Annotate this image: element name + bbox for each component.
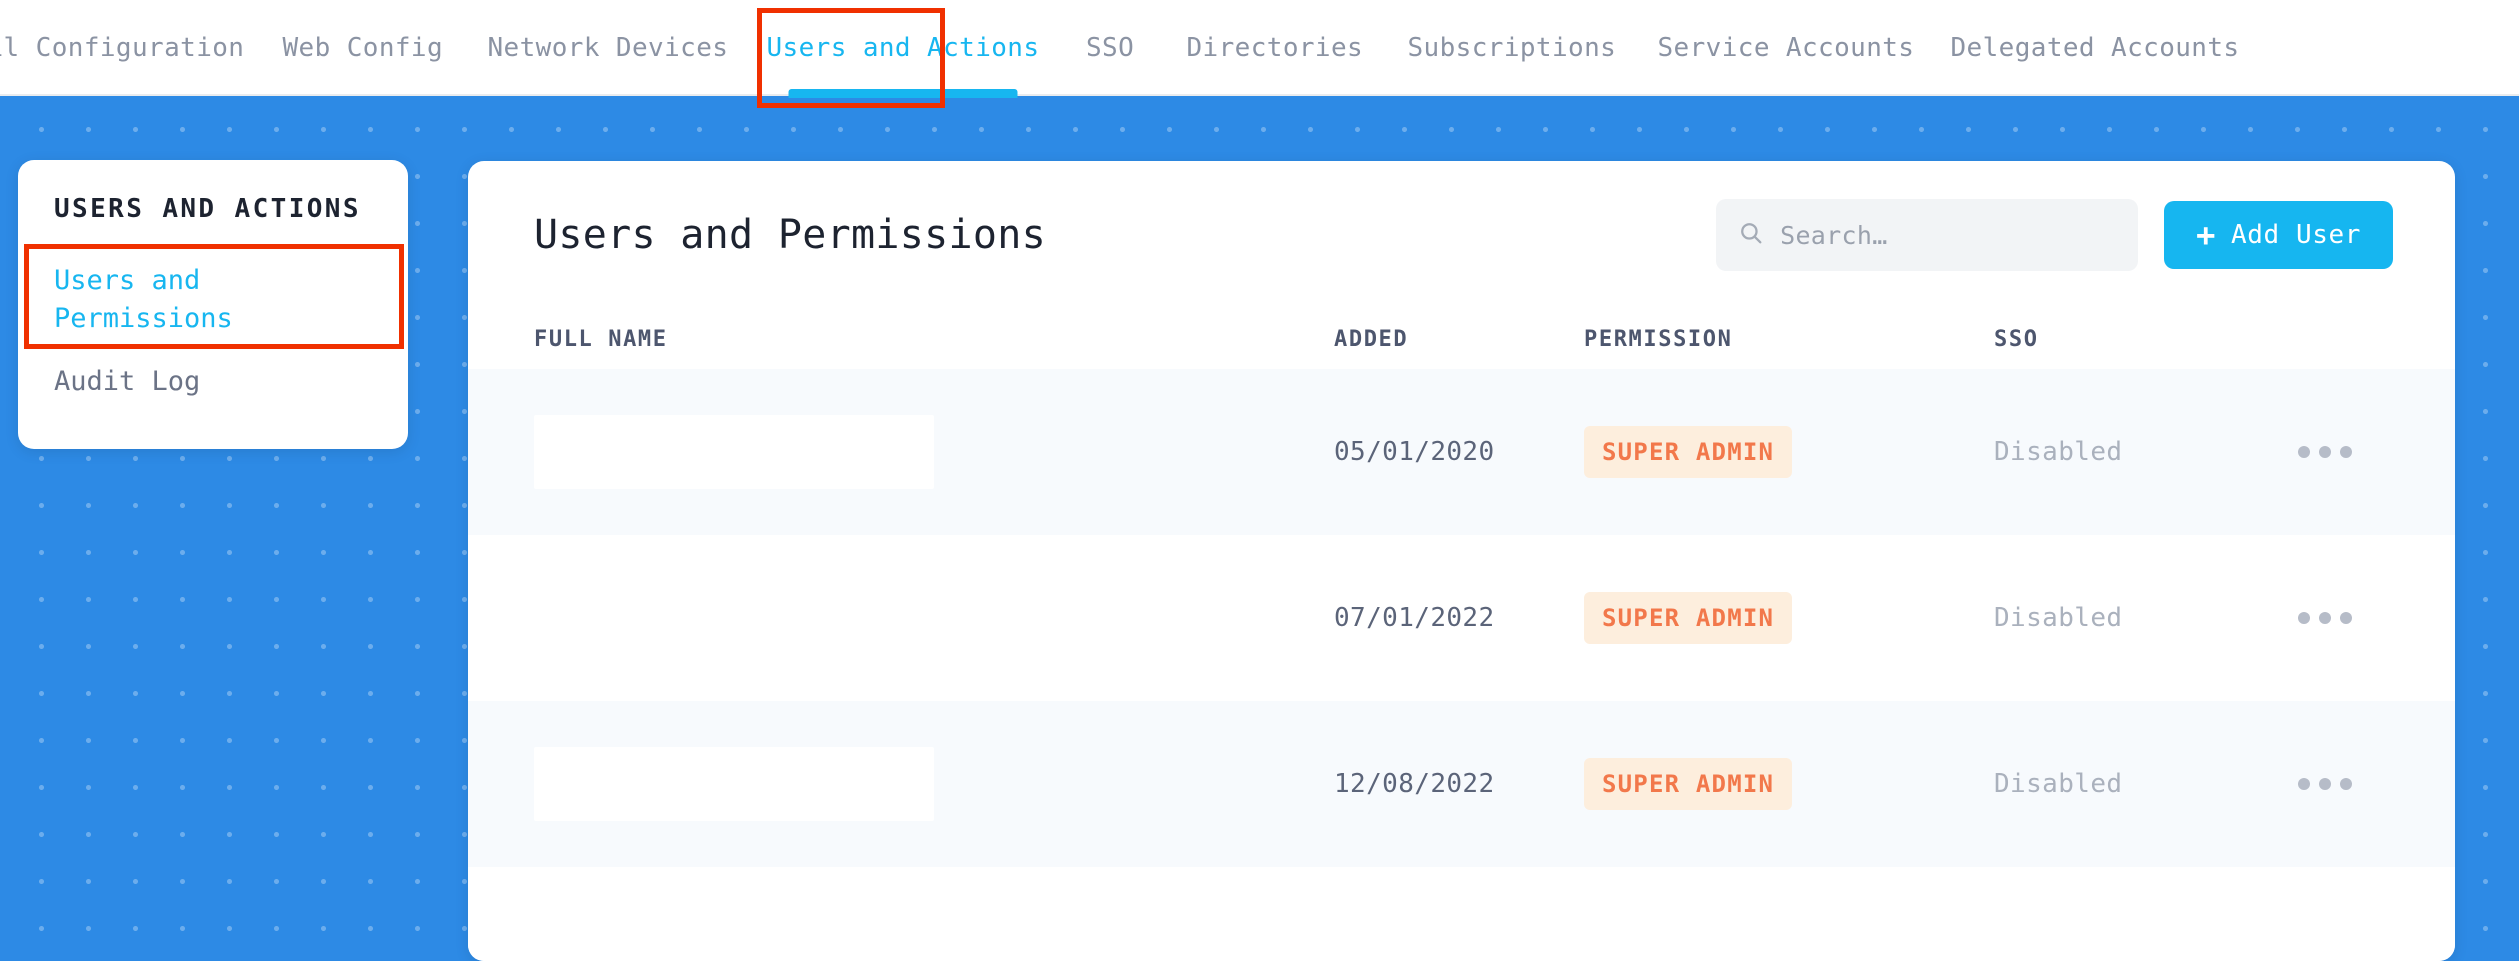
page-title: Users and Permissions	[534, 212, 1047, 258]
sidebar-item-users-and-permissions[interactable]: Users and Permissions	[18, 250, 408, 351]
sidebar-item-label: Audit Log	[54, 365, 201, 397]
nav-item-sso[interactable]: SSO	[1086, 0, 1134, 96]
nav-item-label: il Configuration	[0, 33, 245, 63]
table-header-row: FULL NAME ADDED PERMISSION SSO	[468, 309, 2455, 369]
active-tab-underline	[788, 89, 1018, 98]
column-header-added: ADDED	[1334, 326, 1409, 352]
cell-permission: SUPER ADMIN	[1584, 592, 1994, 644]
cell-full-name	[534, 747, 1334, 821]
nav-item-delegated-accounts[interactable]: Delegated Accounts	[1951, 0, 2240, 96]
nav-item-label: Service Accounts	[1657, 33, 1915, 63]
users-table: FULL NAME ADDED PERMISSION SSO 05/01/2020 SU…	[468, 309, 2455, 961]
top-navigation-bar: il Configuration Web Config Network Device…	[0, 0, 2519, 98]
cell-added-date: 05/01/2020	[1334, 437, 1495, 467]
cell-sso-status: Disabled	[1994, 603, 2123, 633]
main-content-card: Users and Permissions Search… + Add User	[468, 161, 2455, 961]
table-body: 05/01/2020 SUPER ADMIN Disabled 07/01/2022 S…	[468, 369, 2455, 961]
nav-item-web-config[interactable]: Web Config	[283, 0, 444, 96]
overflow-menu-icon[interactable]	[2294, 602, 2356, 634]
cell-permission: SUPER ADMIN	[1584, 426, 1994, 478]
column-header-full-name: FULL NAME	[534, 326, 668, 352]
cell-row-actions	[2294, 436, 2393, 468]
nav-item-label: Web Config	[282, 33, 444, 63]
sidebar-item-label: Users and Permissions	[54, 265, 233, 335]
nav-item-label: Subscriptions	[1407, 33, 1617, 63]
redacted-name-block	[534, 747, 934, 821]
permission-badge: SUPER ADMIN	[1584, 592, 1793, 644]
add-user-button[interactable]: + Add User	[2164, 201, 2393, 269]
search-input[interactable]: Search…	[1716, 199, 2139, 271]
table-row[interactable]	[468, 867, 2455, 961]
nav-item-label: Network Devices	[487, 33, 729, 63]
column-header-permission: PERMISSION	[1584, 326, 1733, 352]
table-row[interactable]: 12/08/2022 SUPER ADMIN Disabled	[468, 701, 2455, 867]
nav-item-il-configuration[interactable]: il Configuration	[0, 0, 244, 96]
nav-item-service-accounts[interactable]: Service Accounts	[1658, 0, 1915, 96]
header-actions: Search… + Add User	[1716, 199, 2393, 271]
nav-item-network-devices[interactable]: Network Devices	[488, 0, 729, 96]
cell-added-date: 07/01/2022	[1334, 603, 1495, 633]
nav-item-label: Directories	[1186, 33, 1364, 63]
cell-sso-status: Disabled	[1994, 437, 2123, 467]
overflow-menu-icon[interactable]	[2294, 436, 2356, 468]
cell-row-actions	[2294, 768, 2393, 800]
cell-sso-status: Disabled	[1994, 769, 2123, 799]
column-header-sso: SSO	[1994, 326, 2039, 352]
add-user-label: Add User	[2230, 220, 2361, 250]
nav-item-label: Users and Actions	[766, 33, 1040, 63]
sidebar-title: USERS AND ACTIONS	[54, 194, 361, 224]
search-icon	[1738, 220, 1764, 250]
table-row[interactable]: 05/01/2020 SUPER ADMIN Disabled	[468, 369, 2455, 535]
nav-item-label: SSO	[1086, 33, 1135, 63]
nav-item-directories[interactable]: Directories	[1187, 0, 1364, 96]
redacted-name-block	[534, 415, 934, 489]
sidebar-item-audit-log[interactable]: Audit Log	[18, 351, 408, 413]
overflow-menu-icon[interactable]	[2294, 768, 2356, 800]
nav-item-users-and-actions[interactable]: Users and Actions	[766, 0, 1040, 98]
content-header: Users and Permissions Search… + Add User	[468, 161, 2455, 309]
cell-row-actions	[2294, 602, 2393, 634]
nav-item-label: Delegated Accounts	[1950, 33, 2240, 63]
sidebar-item-list: Users and Permissions Audit Log	[18, 250, 408, 413]
plus-icon: +	[2196, 216, 2216, 254]
table-row[interactable]: 07/01/2022 SUPER ADMIN Disabled	[468, 535, 2455, 701]
cell-added-date: 12/08/2022	[1334, 769, 1495, 799]
cell-permission: SUPER ADMIN	[1584, 758, 1994, 810]
nav-item-subscriptions[interactable]: Subscriptions	[1408, 0, 1617, 96]
permission-badge: SUPER ADMIN	[1584, 758, 1793, 810]
cell-full-name	[534, 415, 1334, 489]
sidebar-panel: USERS AND ACTIONS Users and Permissions A…	[18, 160, 408, 449]
permission-badge: SUPER ADMIN	[1584, 426, 1793, 478]
search-placeholder-text: Search…	[1780, 220, 1888, 250]
